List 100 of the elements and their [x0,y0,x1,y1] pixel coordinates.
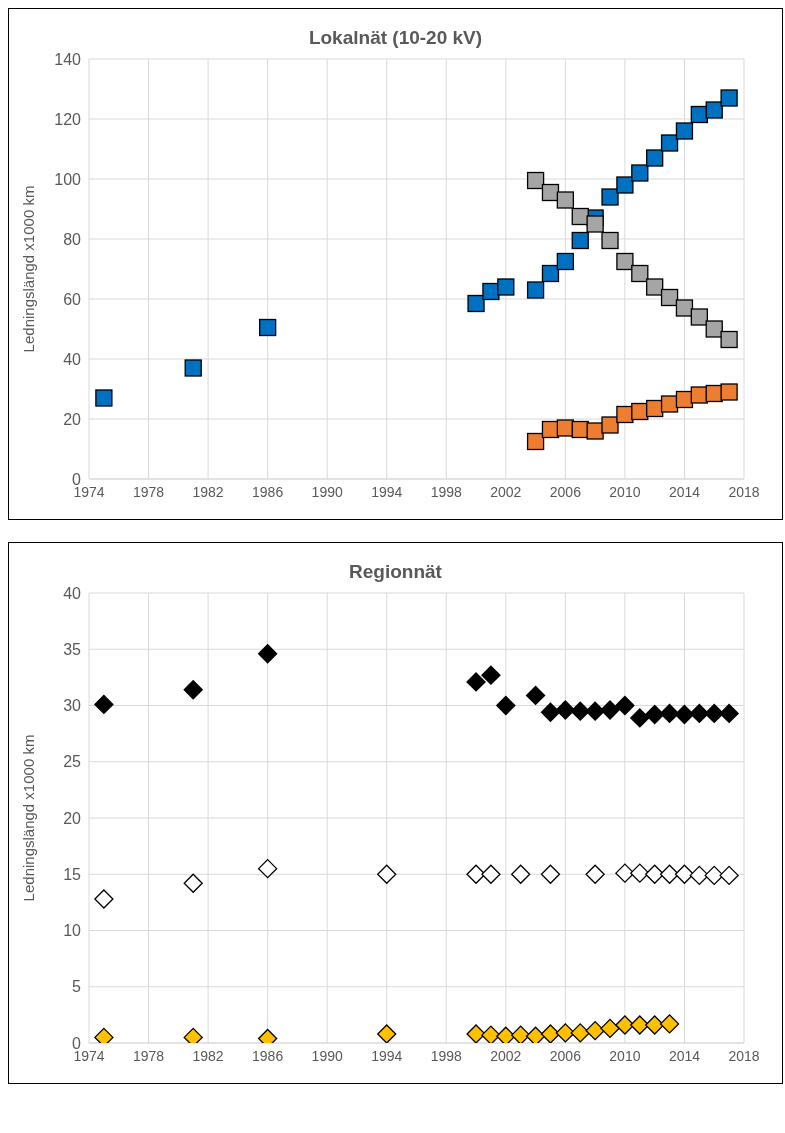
point [675,299,694,317]
x-tick-label: 2006 [549,483,582,500]
y-tick-label: 40 [63,584,82,602]
point [481,665,501,685]
chart-title: Lokalnät (10-20 kV) [307,26,484,49]
point [689,865,709,886]
x-tick-label: 2010 [609,483,641,500]
point [586,215,604,233]
chart-title: Regionnät [348,560,443,583]
point [601,231,619,250]
point [659,864,680,884]
y-tick-label: 35 [63,640,82,658]
x-tick-label: 1982 [192,483,224,500]
point [704,865,724,886]
y-tick-label: 25 [63,753,82,771]
point [659,1014,680,1034]
point [496,695,516,716]
point [526,171,545,190]
point [615,695,635,716]
point [526,432,545,451]
point [466,672,486,692]
point [675,122,694,140]
point [183,873,203,893]
point [645,1015,665,1035]
x-tick-label: 2014 [668,483,701,500]
y-axis-title: Ledningslängd x1000 km [20,185,38,353]
point [556,191,575,209]
y-tick-label: 140 [54,50,82,68]
y-tick-label: 80 [63,230,82,248]
point [720,383,738,401]
point [720,330,738,349]
point [526,281,545,299]
point [555,700,576,720]
point [674,864,695,884]
point [540,702,561,722]
point [600,1018,620,1039]
point [585,864,605,884]
y-tick-label: 15 [63,865,82,883]
point [95,389,113,407]
point [719,865,739,886]
point [586,422,604,440]
point [646,278,664,296]
x-tick-label: 1978 [132,1047,165,1064]
point [630,863,650,883]
point [555,1023,576,1043]
y-tick-label: 40 [63,350,82,368]
point [258,318,277,337]
point [631,264,649,283]
point [525,1026,546,1043]
x-tick-label: 1994 [371,1047,403,1064]
point [660,288,679,307]
y-tick-label: 0 [72,1034,82,1052]
x-tick-label: 1994 [371,483,403,500]
point [705,320,723,338]
point [556,252,575,271]
point [467,294,485,313]
point [540,864,561,884]
x-tick-label: 2006 [549,1047,582,1064]
point [184,359,202,377]
point [556,419,575,437]
point [541,264,560,283]
x-tick-label: 1990 [311,1047,343,1064]
y-tick-label: 5 [72,978,82,996]
point [570,701,590,721]
point [540,1024,561,1043]
x-tick-label: 1982 [192,1047,224,1064]
point [257,858,278,879]
point [659,703,680,724]
point [720,89,738,107]
point [645,864,665,884]
x-tick-label: 2002 [490,483,522,500]
point [585,701,605,721]
x-tick-label: 2014 [668,1047,701,1064]
y-axis-title: Ledningslängd x1000 km [20,734,38,902]
y-tick-label: 10 [63,922,82,940]
point [257,644,278,664]
x-tick-label: 1998 [430,483,463,500]
point [660,395,679,413]
point [481,1025,501,1043]
x-tick-label: 1998 [430,1047,463,1064]
point [601,416,619,434]
point [525,685,546,706]
x-tick-label: 1986 [252,1047,284,1064]
point [183,680,203,700]
point [601,188,619,206]
point [94,889,114,909]
point [630,708,650,728]
point [511,864,531,884]
point [690,308,708,326]
x-tick-label: 1986 [252,483,284,500]
point [719,703,739,724]
x-tick-label: 2010 [609,1047,641,1064]
point [571,231,589,250]
point [616,176,634,194]
point [660,134,679,152]
y-tick-label: 60 [63,290,82,308]
point [645,704,665,725]
x-tick-label: 2018 [728,1047,760,1064]
point [615,863,635,883]
point [94,694,114,715]
